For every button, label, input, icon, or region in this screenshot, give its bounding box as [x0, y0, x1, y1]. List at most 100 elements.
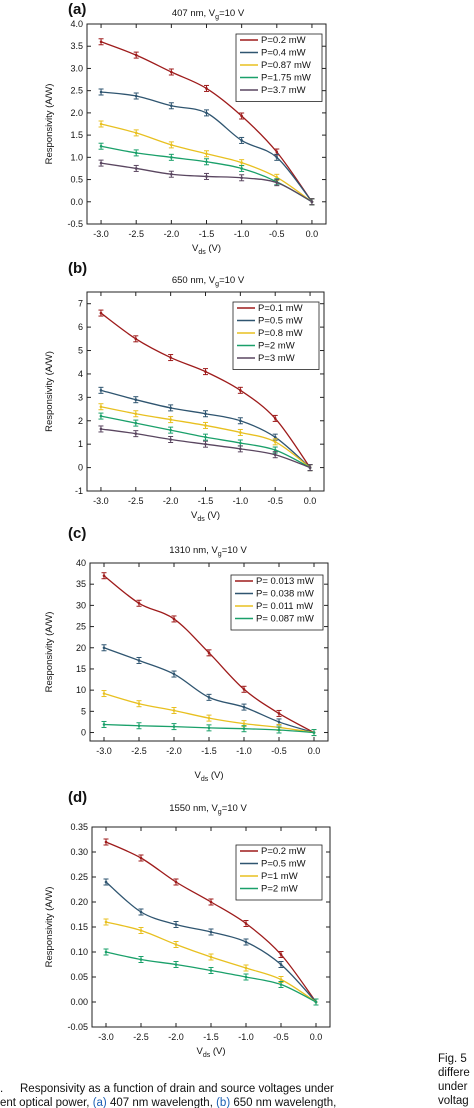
data-point	[137, 659, 141, 662]
data-point	[134, 398, 138, 401]
series-1	[101, 572, 317, 737]
x-tick-label: -0.5	[271, 746, 287, 756]
data-point	[244, 922, 248, 925]
y-tick-label: 0.30	[70, 847, 88, 857]
x-tick-label: -1.0	[233, 496, 249, 506]
x-tick-label: 0.0	[308, 746, 321, 756]
data-point	[99, 414, 103, 418]
chart-panel-4: (d) 1550 nm, Vg=10 V -0.05 0.00 0.05 0.10 0.15…	[44, 789, 331, 1059]
legend-entry: P= 0.038 mW	[256, 589, 314, 600]
legend: P=0.1 mW P=0.5 mWP=0.8 mW P=2 mWP=3 mW	[232, 301, 320, 370]
data-point	[99, 427, 103, 431]
x-tick-label: -3.0	[93, 496, 109, 506]
data-point	[240, 139, 243, 142]
data-point	[137, 702, 141, 706]
y-tick-label: 40	[76, 558, 86, 568]
y-tick-label: 1.5	[70, 130, 83, 140]
legend-entry: P=3.7 mW	[261, 85, 306, 96]
x-tick-label: 0.0	[304, 496, 317, 506]
legend-entry: P=3 mW	[258, 353, 295, 364]
data-point	[240, 114, 243, 118]
side-caption-line1: Fig. 5	[438, 1053, 467, 1065]
y-tick-label: 6	[78, 322, 83, 332]
caption-line2-mid2: 650 nm wavelength,	[230, 1097, 336, 1108]
chart-panel-3: (c) 1310 nm, Vg=10 V 0 5 10 15 20 25 30 35 40 -3.0 -…	[44, 525, 329, 783]
y-tick-label: 10	[76, 685, 86, 695]
data-point	[172, 617, 176, 621]
data-point	[102, 692, 106, 695]
y-tick-label: 0.0	[70, 197, 83, 207]
series-line	[100, 162, 313, 203]
data-point	[104, 880, 108, 884]
y-tick-label: 4	[78, 369, 83, 379]
data-point	[279, 963, 283, 966]
caption-link-b[interactable]: (b)	[216, 1097, 230, 1108]
x-tick-label: -1.5	[199, 229, 215, 239]
panel-label: (d)	[68, 789, 87, 806]
data-point	[174, 923, 178, 926]
legend-entry: P= 0.013 mW	[256, 576, 314, 587]
x-axis-label: Vds (V)	[192, 243, 221, 256]
chart-title: 1310 nm, Vg=10 V	[169, 545, 247, 558]
data-point	[170, 172, 173, 176]
y-tick-label: 0	[81, 728, 86, 738]
x-tick-label: -2.0	[168, 1032, 184, 1042]
legend-entry: P=1 mW	[261, 871, 298, 882]
data-point	[99, 405, 103, 409]
data-point	[139, 910, 143, 914]
caption-line2-start: ent optical power,	[0, 1097, 93, 1108]
caption-line2-mid1: 407 nm wavelength,	[107, 1097, 216, 1108]
y-tick-label: 3.5	[70, 41, 83, 51]
data-point	[134, 337, 138, 341]
caption-link-a[interactable]: (a)	[93, 1097, 107, 1108]
series-5	[98, 425, 313, 472]
data-point	[209, 900, 213, 904]
data-point	[99, 161, 103, 165]
y-tick-label: -1	[75, 486, 83, 496]
data-point	[273, 417, 277, 420]
y-tick-label: 0.20	[70, 897, 88, 907]
data-point	[137, 601, 141, 605]
data-point	[174, 963, 178, 966]
y-tick-label: -0.05	[67, 1022, 88, 1032]
panel-label: (b)	[68, 260, 87, 277]
y-tick-label: 4.0	[70, 19, 83, 29]
legend-entry: P=2 mW	[261, 884, 298, 895]
x-tick-label: 0.0	[306, 229, 319, 239]
data-point	[170, 104, 173, 108]
data-point	[134, 421, 138, 425]
legend-entry: P=0.2 mW	[261, 846, 306, 857]
data-point	[273, 448, 277, 452]
y-tick-label: 0.15	[70, 922, 88, 932]
x-tick-label: -2.5	[128, 496, 144, 506]
series-2	[98, 386, 313, 472]
x-axis-label: Vds (V)	[196, 1046, 225, 1059]
data-point	[169, 418, 172, 421]
y-tick-label: 2.0	[70, 108, 83, 118]
legend-entry: P=0.87 mW	[261, 60, 311, 71]
y-tick-label: 0.5	[70, 175, 83, 185]
data-point	[99, 40, 103, 44]
data-point	[205, 87, 208, 90]
data-point	[134, 432, 138, 435]
y-tick-label: 0.05	[70, 972, 88, 982]
data-point	[134, 412, 138, 416]
y-tick-label: 3	[78, 392, 83, 402]
y-tick-label: 2	[78, 416, 83, 426]
series-5	[98, 159, 315, 206]
y-tick-label: 5	[81, 706, 86, 716]
data-point	[172, 672, 176, 676]
x-tick-label: -2.5	[133, 1032, 149, 1042]
data-point	[205, 111, 208, 115]
data-point	[172, 725, 176, 728]
x-tick-label: -0.5	[267, 496, 283, 506]
y-tick-label: 25	[76, 622, 86, 632]
data-point	[310, 200, 314, 204]
x-tick-label: -1.5	[198, 496, 214, 506]
caption-line2: ent optical power, (a) 407 nm wavelength…	[0, 1097, 336, 1108]
data-point	[102, 574, 106, 578]
data-point	[169, 428, 172, 432]
data-point	[104, 950, 108, 954]
data-point	[277, 720, 281, 724]
